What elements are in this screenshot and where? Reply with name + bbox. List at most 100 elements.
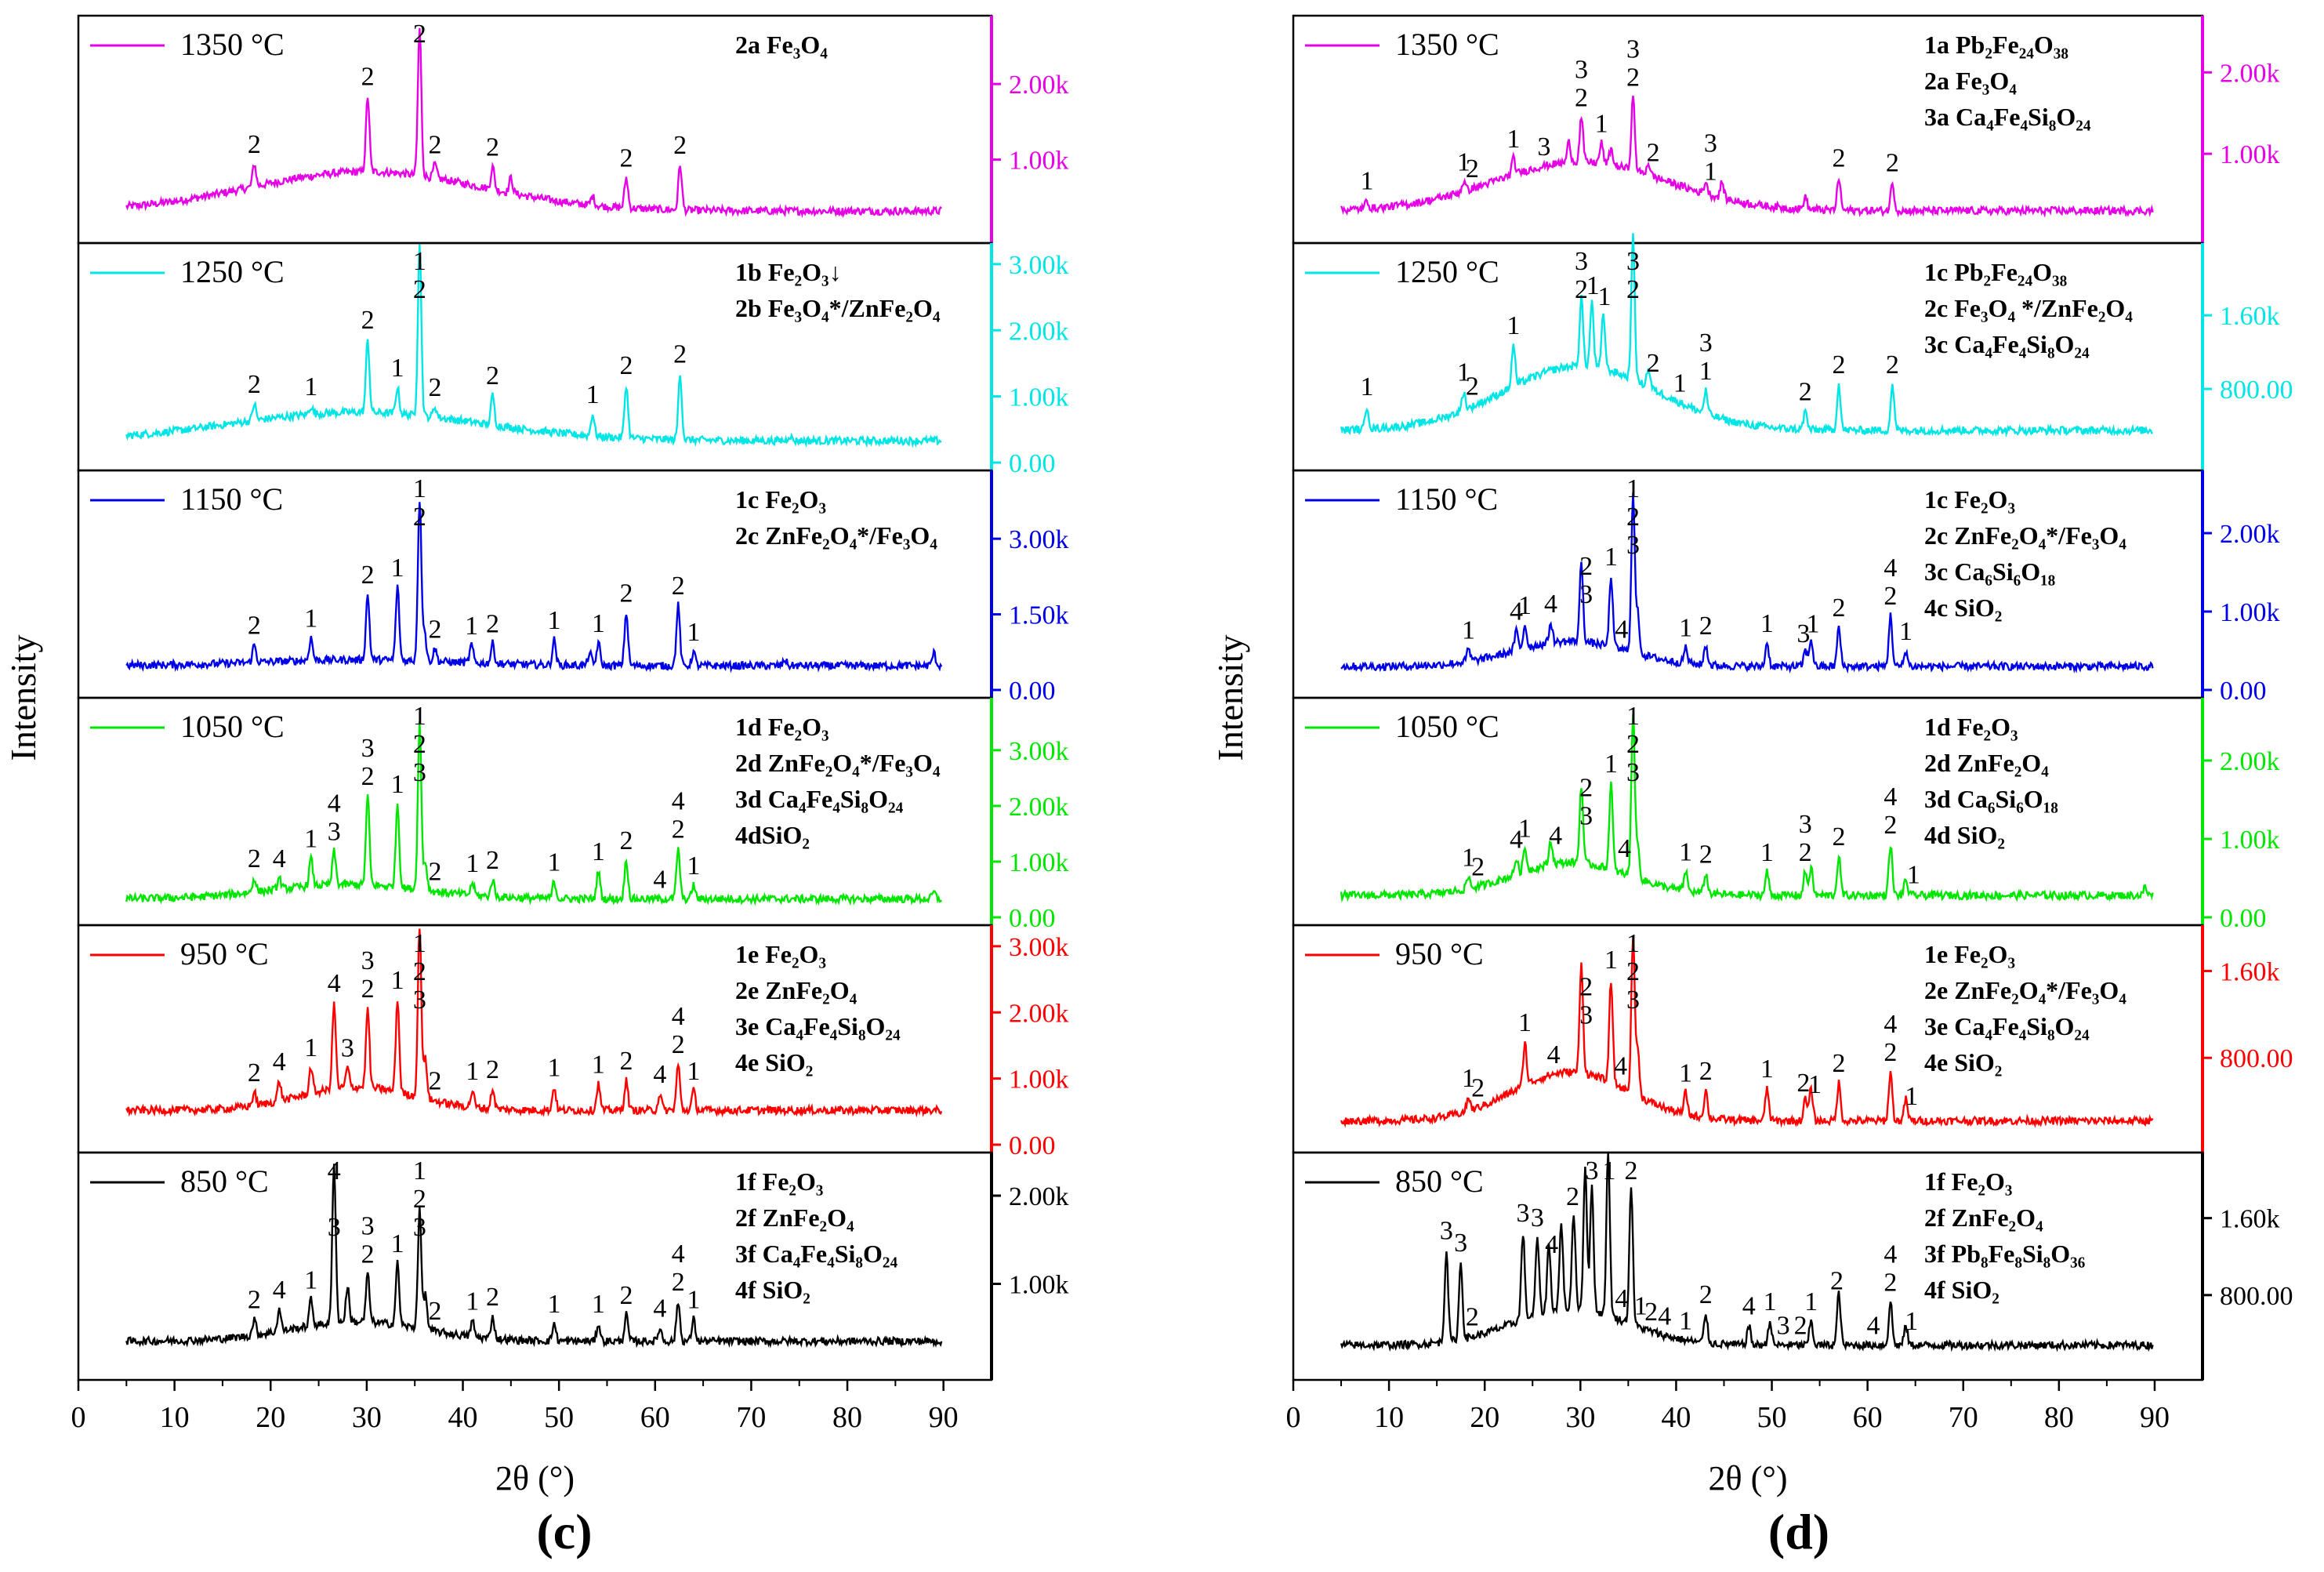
right-tick-label: 2.00k [2220, 747, 2280, 776]
peak-label: 1 [1462, 843, 1475, 872]
panel-caption: (d) [1768, 1504, 1829, 1559]
right-tick-label: 1.00k [1009, 1271, 1069, 1300]
peak-label: 1 [391, 1229, 404, 1258]
peak-label: 4 [1549, 822, 1562, 851]
peak-label: 1 [1807, 609, 1820, 638]
x-tick-label: 90 [2140, 1401, 2170, 1434]
peak-label: 2 [248, 611, 261, 640]
temperature-label: 850 °C [180, 1164, 269, 1199]
peak-label: 1 [1457, 148, 1470, 177]
peak-label: 1 [1462, 615, 1475, 644]
right-tick-label: 0.00 [1009, 449, 1056, 478]
peak-label: 2 [413, 20, 426, 49]
peak-label: 3 [1454, 1229, 1467, 1258]
peak-label: 3 [361, 734, 375, 763]
peak-label: 4 [1615, 615, 1628, 644]
xrd-trace [1340, 935, 2154, 1128]
peak-label: 1 [1634, 1291, 1648, 1320]
phase-legend: 1c Fe₂O₃ [735, 485, 826, 514]
peak-label: 1 [687, 1057, 700, 1086]
peak-label: 4 [653, 1294, 666, 1323]
phase-legend: 3f Pb₈Fe₈Si₈O₃₆ [1924, 1240, 2085, 1268]
peak-label: 4 [653, 866, 666, 895]
peak-label: 2 [248, 1286, 261, 1315]
peak-label: 3 [413, 758, 426, 787]
peak-label: 2 [428, 1297, 441, 1326]
peak-label: 3 [341, 1034, 354, 1063]
peak-label: 1 [1518, 591, 1532, 620]
y-axis-label: Intensity [3, 635, 43, 761]
peak-label: 2 [248, 1058, 261, 1087]
x-tick-label: 20 [256, 1401, 285, 1434]
peak-label: 4 [653, 1060, 666, 1089]
peak-label: 1 [1673, 369, 1687, 398]
peak-label: 2 [672, 1268, 685, 1297]
temperature-label: 1350 °C [180, 27, 285, 62]
peak-label: 1 [304, 1265, 317, 1294]
peak-label: 1 [1679, 614, 1692, 643]
right-tick-label: 3.00k [1009, 737, 1069, 766]
phase-legend: 3e Ca₄Fe₄Si₈O₂₄ [1924, 1012, 2090, 1040]
peak-label: 2 [1566, 1182, 1579, 1211]
peak-label: 1 [1595, 109, 1608, 138]
phase-legend: 2a Fe₃O₄ [735, 31, 828, 59]
phase-legend: 3c Ca₆Si₆O₁₈ [1924, 557, 2055, 586]
peak-label: 3 [413, 1213, 426, 1242]
peak-label: 3 [1440, 1217, 1453, 1246]
peak-label: 1 [304, 1033, 317, 1062]
phase-legend: 1e Fe₂O₃ [1924, 940, 2015, 968]
peak-label: 1 [592, 609, 605, 638]
peak-label: 4 [1866, 1312, 1880, 1341]
peak-label: 4 [1883, 1010, 1897, 1039]
peak-label: 1 [1462, 1064, 1475, 1093]
peak-label: 2 [620, 579, 633, 608]
xrd-trace [1340, 95, 2154, 218]
peak-label: 1 [413, 474, 426, 503]
peak-label: 2 [1579, 972, 1593, 1001]
peak-label: 3 [1575, 247, 1588, 276]
peak-label: 4 [1510, 825, 1523, 854]
x-tick-label: 20 [1470, 1401, 1499, 1434]
peak-label: 2 [1625, 1156, 1638, 1185]
right-tick-label: 3.00k [1009, 251, 1069, 280]
peak-label: 4 [1742, 1292, 1756, 1321]
phase-legend: 1b Fe₂O₃↓ [735, 258, 842, 286]
peak-label: 2 [413, 1185, 426, 1214]
peak-label: 2 [1883, 811, 1897, 840]
phase-legend: 4c SiO₂ [1924, 594, 2002, 622]
peak-label: 1 [1679, 837, 1692, 866]
phase-legend: 2f ZnFe₂O₄ [1924, 1204, 2043, 1232]
right-tick-label: 2.00k [2220, 59, 2280, 88]
phase-legend: 2e ZnFe₂O₄ [735, 976, 857, 1004]
phase-legend: 3c Ca₄Fe₄Si₈O₂₄ [1924, 330, 2090, 358]
peak-label: 2 [1626, 730, 1640, 759]
right-tick-label: 1.60k [2220, 302, 2280, 331]
phase-legend: 4f SiO₂ [735, 1276, 810, 1304]
peak-label: 1 [1699, 357, 1713, 386]
peak-label: 1 [687, 1285, 700, 1314]
peak-label: 2 [672, 572, 685, 601]
peak-label: 1 [1905, 1082, 1918, 1111]
peak-label: 2 [1833, 1049, 1846, 1078]
peak-label: 2 [1626, 503, 1640, 532]
peak-label: 3 [1537, 133, 1550, 162]
phase-legend: 1d Fe₂O₃ [735, 713, 829, 741]
phase-legend: 2b Fe₃O₄*/ZnFe₂O₄ [735, 294, 941, 322]
peak-label: 3 [1704, 129, 1717, 158]
peak-label: 2 [486, 1283, 499, 1312]
phase-legend: 3e Ca₄Fe₄Si₈O₂₄ [735, 1012, 901, 1040]
peak-label: 1 [1679, 1306, 1692, 1335]
right-tick-label: 0.00 [1009, 1131, 1056, 1160]
xrd-trace [125, 721, 943, 906]
peak-label: 2 [361, 1240, 375, 1269]
peak-label: 2 [1575, 83, 1588, 112]
peak-label: 1 [548, 606, 561, 635]
peak-label: 1 [413, 247, 426, 276]
peak-label: 2 [672, 1030, 685, 1059]
peak-label: 1 [1760, 838, 1774, 867]
